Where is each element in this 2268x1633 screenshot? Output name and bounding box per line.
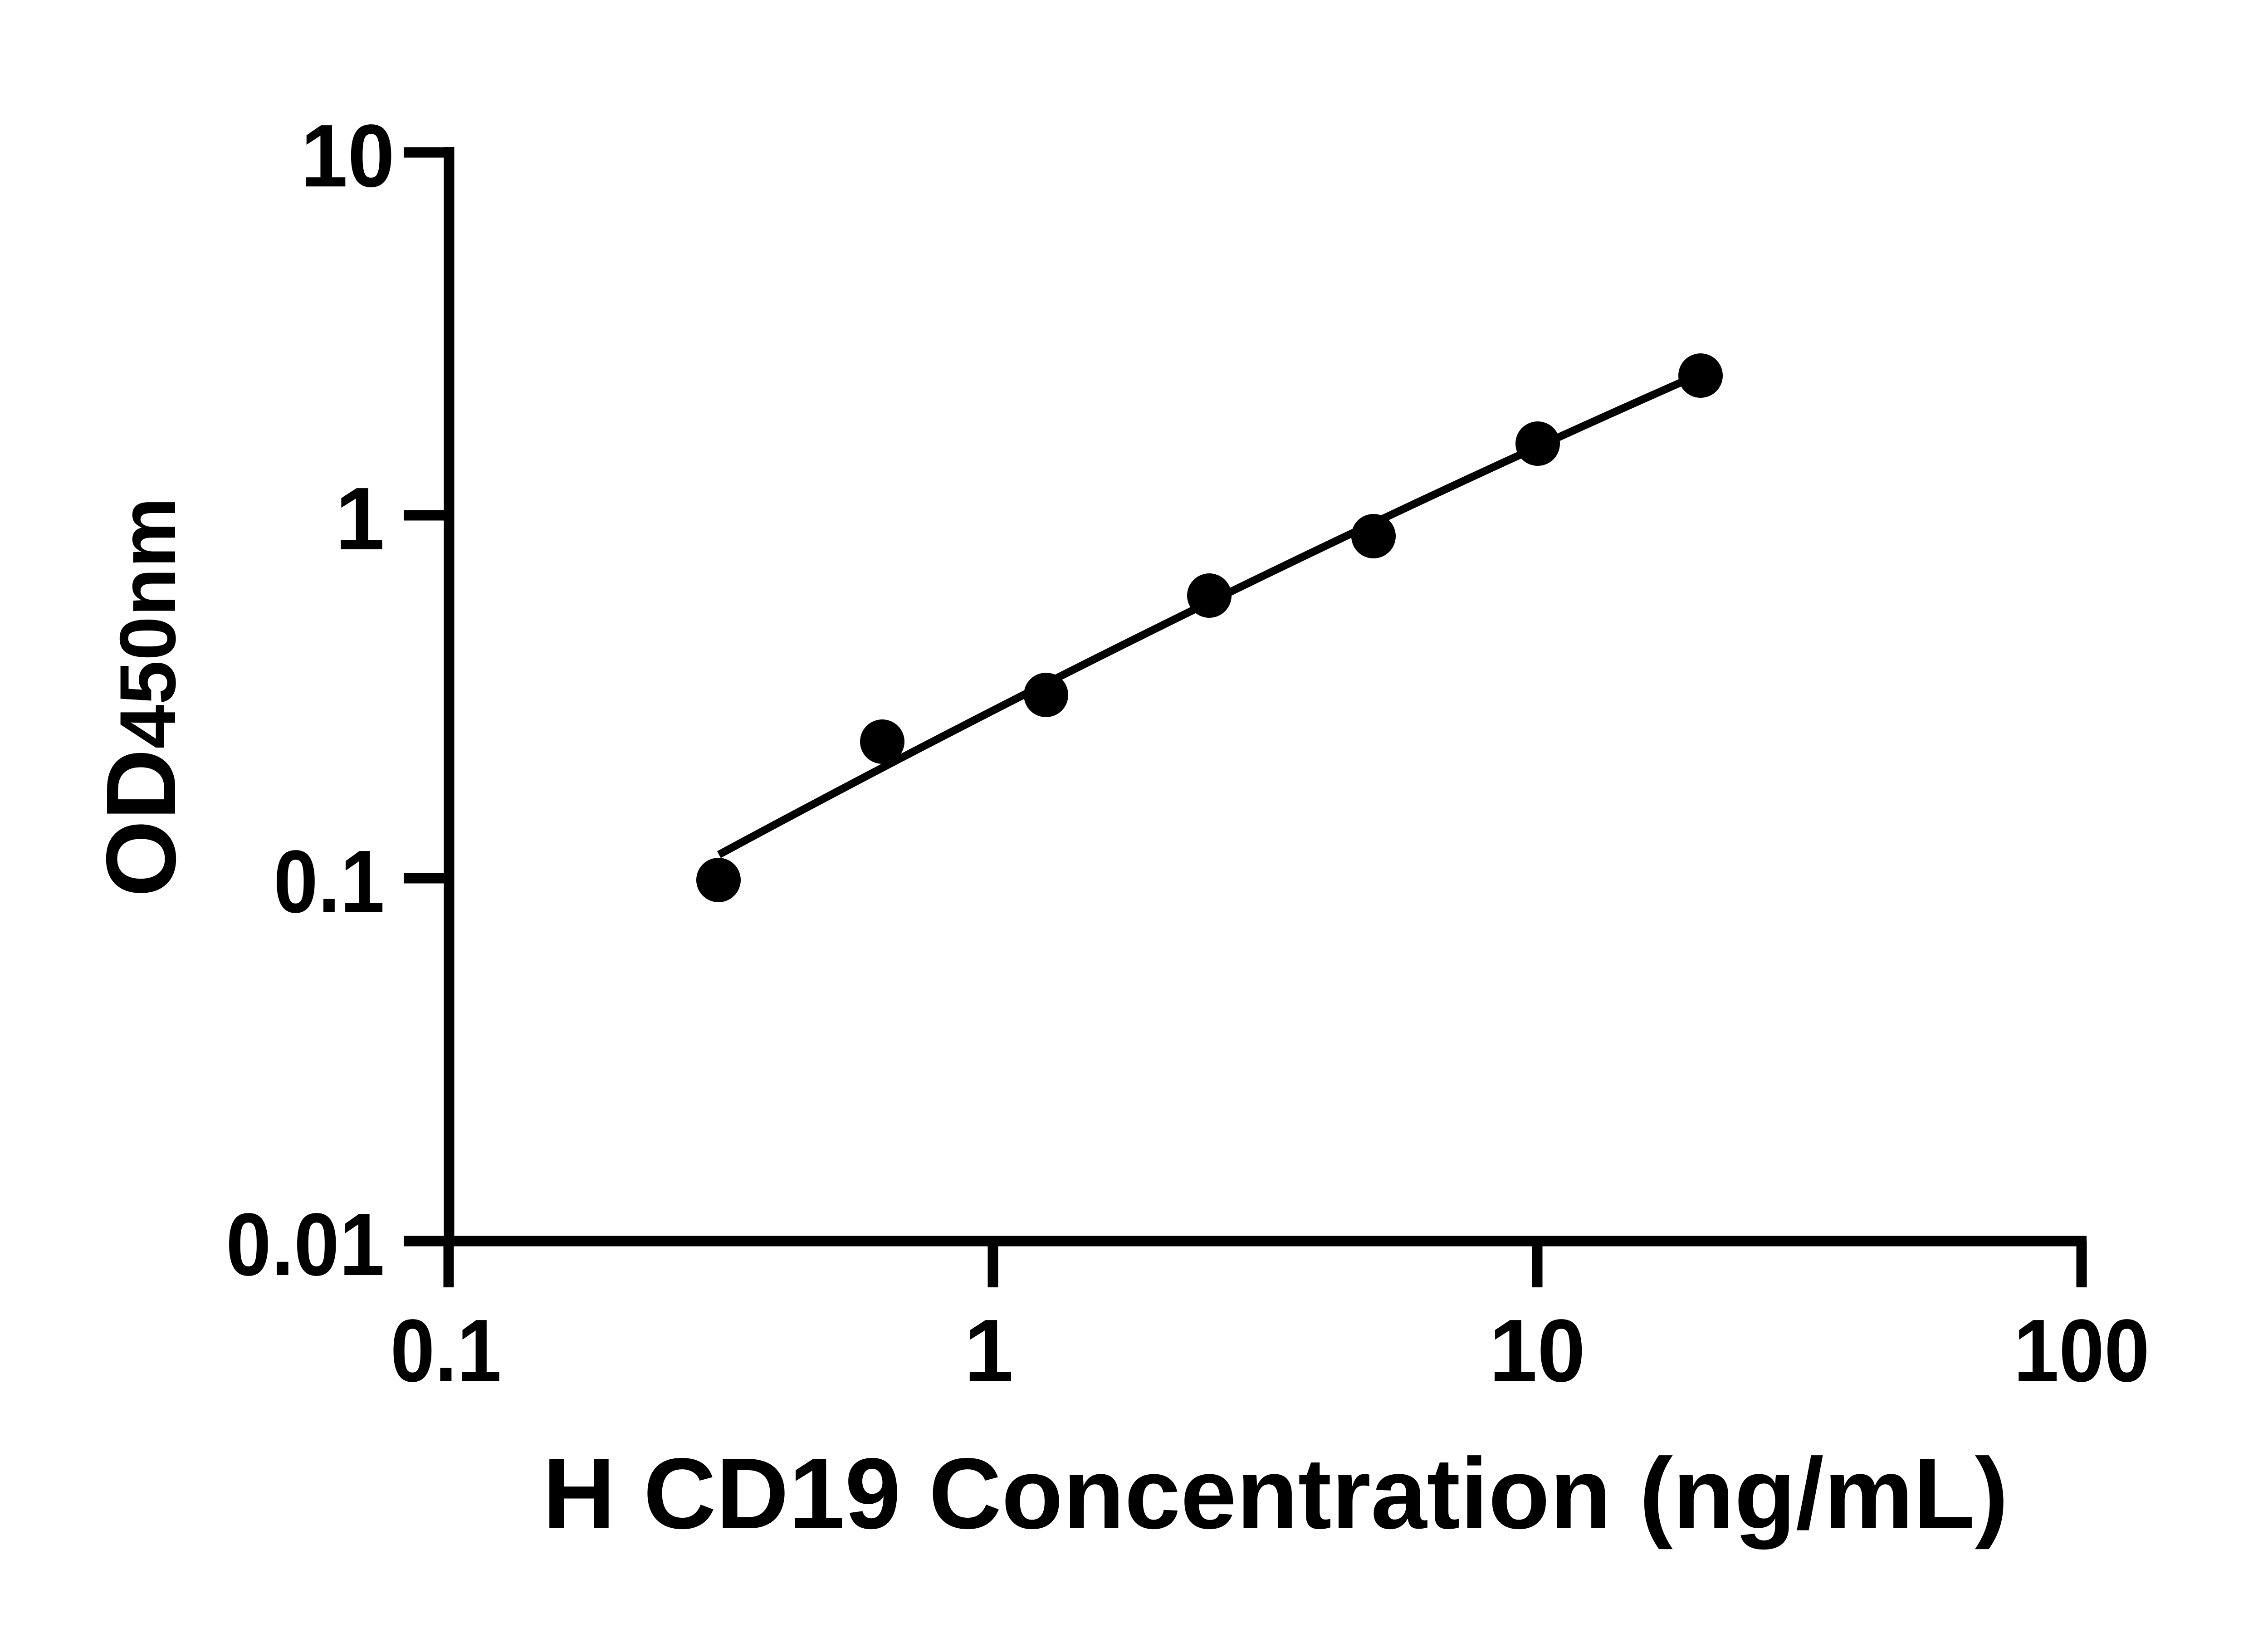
svg-text:1: 1 bbox=[335, 469, 385, 568]
svg-text:0.01: 0.01 bbox=[226, 1195, 385, 1294]
svg-text:10: 10 bbox=[301, 106, 395, 205]
svg-text:OD450nm: OD450nm bbox=[86, 497, 196, 897]
svg-text:0.1: 0.1 bbox=[274, 832, 385, 931]
svg-text:H CD19 Concentration (ng/mL): H CD19 Concentration (ng/mL) bbox=[543, 1437, 2008, 1550]
svg-text:100: 100 bbox=[2014, 1301, 2150, 1400]
svg-text:1: 1 bbox=[964, 1301, 1013, 1400]
svg-text:10: 10 bbox=[1489, 1301, 1585, 1400]
svg-text:0.1: 0.1 bbox=[391, 1301, 502, 1400]
